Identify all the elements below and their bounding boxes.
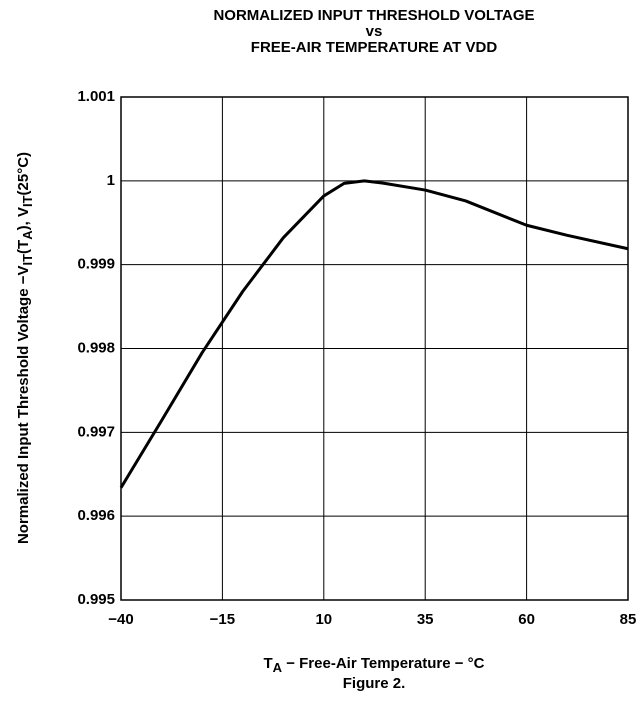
x-label-part: − Free-Air Temperature − °C bbox=[282, 655, 485, 672]
x-tick-label: −15 bbox=[210, 611, 235, 628]
x-tick-label: 60 bbox=[518, 611, 535, 628]
x-axis-label: TA − Free-Air Temperature − °C bbox=[263, 655, 484, 675]
y-label-part: IT bbox=[20, 195, 35, 207]
chart-title: vs bbox=[366, 23, 383, 40]
y-tick-label: 0.997 bbox=[77, 423, 115, 440]
chart-title: NORMALIZED INPUT THRESHOLD VOLTAGE bbox=[213, 7, 534, 24]
y-tick-label: 1.001 bbox=[77, 88, 115, 105]
y-tick-label: 1 bbox=[107, 172, 115, 189]
y-label-part: ), V bbox=[15, 207, 32, 230]
x-label-part: T bbox=[263, 655, 272, 672]
y-tick-label: 0.998 bbox=[77, 339, 115, 356]
y-tick-label: 0.995 bbox=[77, 591, 115, 608]
x-tick-label: 35 bbox=[417, 611, 434, 628]
x-tick-label: −40 bbox=[108, 611, 133, 628]
y-label-part: (25°C) bbox=[15, 152, 32, 196]
x-tick-label: 10 bbox=[315, 611, 332, 628]
y-label-part: Normalized Input Threshold Voltage −V bbox=[15, 266, 32, 545]
y-axis-label: Normalized Input Threshold Voltage −VIT(… bbox=[15, 152, 35, 544]
y-label-part: A bbox=[20, 230, 35, 240]
chart-title: FREE-AIR TEMPERATURE AT VDD bbox=[251, 39, 498, 56]
x-label-part: A bbox=[273, 660, 283, 675]
y-label-part: (T bbox=[15, 240, 32, 254]
caption: Figure 2. bbox=[343, 675, 406, 692]
x-tick-label: 85 bbox=[620, 611, 637, 628]
plot-frame bbox=[120, 96, 629, 601]
y-tick-label: 0.996 bbox=[77, 507, 115, 524]
y-label-part: IT bbox=[20, 254, 35, 266]
y-tick-label: 0.999 bbox=[77, 256, 115, 273]
data-line bbox=[119, 179, 629, 489]
